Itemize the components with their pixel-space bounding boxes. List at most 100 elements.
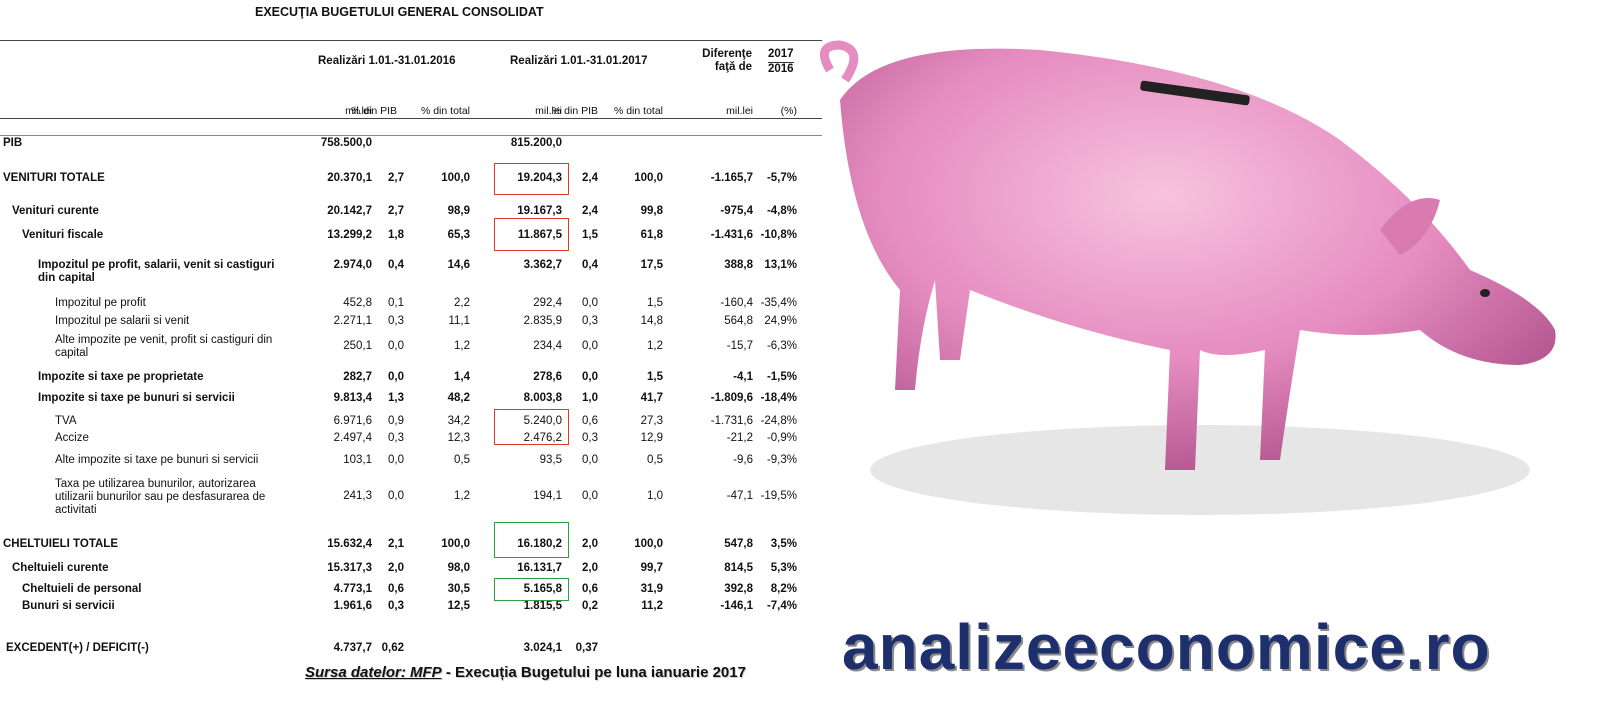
- cell: 1,3: [388, 392, 404, 404]
- cell: 1,0: [647, 490, 663, 502]
- cell: 1,2: [454, 340, 470, 352]
- cell: 12,5: [447, 600, 470, 612]
- row-label: EXCEDENT(+) / DEFICIT(-): [6, 642, 149, 654]
- cell: -21,2: [726, 432, 753, 444]
- cell: 278,6: [533, 371, 562, 383]
- cell: 0,3: [582, 432, 598, 444]
- cell: 98,9: [447, 205, 470, 217]
- source-text: - Execuția Bugetului pe luna ianuarie 20…: [441, 664, 746, 681]
- cell: 0,4: [388, 259, 404, 271]
- cell: 0,5: [454, 454, 470, 466]
- cell: 5.240,0: [523, 415, 562, 427]
- cell: 31,9: [640, 583, 663, 595]
- cell: 2,4: [582, 172, 598, 184]
- cell: 2,0: [582, 562, 598, 574]
- cell: 815.200,0: [510, 137, 562, 149]
- column-header: (%): [780, 105, 797, 117]
- cell: 452,8: [343, 297, 372, 309]
- cell: 99,8: [640, 205, 663, 217]
- cell: 0,3: [388, 432, 404, 444]
- cell: 19.204,3: [517, 172, 562, 184]
- cell: -35,4%: [760, 297, 797, 309]
- cell: -975,4: [720, 205, 753, 217]
- column-header: % din total: [420, 105, 470, 117]
- cell: -47,1: [726, 490, 753, 502]
- cell: 2.974,0: [333, 259, 372, 271]
- column-header: mil.lei: [535, 105, 562, 117]
- cell: 1.961,6: [333, 600, 372, 612]
- cell: 0,4: [582, 259, 598, 271]
- cell: 13.299,2: [327, 229, 372, 241]
- cell: 250,1: [343, 340, 372, 352]
- cell: 103,1: [343, 454, 372, 466]
- row-label: VENITURI TOTALE: [3, 172, 105, 184]
- cell: 2.271,1: [333, 315, 372, 327]
- cell: 14,8: [640, 315, 663, 327]
- cell: 9.813,4: [333, 392, 372, 404]
- cell: 2,0: [388, 562, 404, 574]
- cell: 564,8: [724, 315, 753, 327]
- cell: 0,37: [575, 642, 598, 654]
- cell: 20.370,1: [327, 172, 372, 184]
- cell: 2,7: [388, 205, 404, 217]
- cell: 758.500,0: [320, 137, 372, 149]
- cell: 100,0: [634, 172, 663, 184]
- cell: 6.971,6: [333, 415, 372, 427]
- cell: 292,4: [533, 297, 562, 309]
- row-label: Impozite si taxe pe bunuri si servicii: [38, 392, 235, 404]
- cell: 1,5: [647, 297, 663, 309]
- row-label: Alte impozite pe venit, profit si castig…: [55, 334, 273, 359]
- cell: -1.165,7: [710, 172, 753, 184]
- cell: -5,7%: [766, 172, 797, 184]
- cell: 20.142,7: [327, 205, 372, 217]
- row-label: Venituri curente: [12, 205, 99, 217]
- cell: 24,9%: [764, 315, 797, 327]
- cell: 0,0: [582, 297, 598, 309]
- cell: 1,4: [454, 371, 470, 383]
- row-label: Cheltuieli curente: [12, 562, 109, 574]
- cell: 2.476,2: [523, 432, 562, 444]
- table-title: EXECUŢIA BUGETULUI GENERAL CONSOLIDAT: [255, 5, 544, 19]
- cell: 5,3%: [770, 562, 797, 574]
- highlight-box: [494, 578, 569, 601]
- cell: 27,3: [640, 415, 663, 427]
- cell: 0,0: [388, 371, 404, 383]
- cell: 1.815,5: [523, 600, 562, 612]
- cell: 1,8: [388, 229, 404, 241]
- cell: -9,3%: [766, 454, 797, 466]
- row-label: Bunuri si servicii: [22, 600, 115, 612]
- cell: 11.867,5: [517, 229, 562, 241]
- cell: 12,9: [640, 432, 663, 444]
- cell: 14,6: [447, 259, 470, 271]
- cell: 2,0: [582, 538, 598, 550]
- cell: 0,3: [582, 315, 598, 327]
- cell: 17,5: [640, 259, 663, 271]
- rule: [0, 40, 822, 41]
- row-label: Impozitul pe profit, salarii, venit si c…: [38, 259, 275, 284]
- cell: 0,62: [381, 642, 404, 654]
- cell: 0,9: [388, 415, 404, 427]
- highlight-box: [494, 522, 569, 558]
- cell: 15.317,3: [327, 562, 372, 574]
- cell: 547,8: [724, 538, 753, 550]
- row-label: Impozitul pe profit: [55, 297, 146, 309]
- highlight-box: [494, 218, 569, 251]
- cell: 13,1%: [764, 259, 797, 271]
- group-header: 2017: [768, 48, 794, 60]
- row-label: CHELTUIELI TOTALE: [3, 538, 118, 550]
- cell: 0,0: [388, 454, 404, 466]
- cell: 392,8: [724, 583, 753, 595]
- cell: -0,9%: [766, 432, 797, 444]
- group-header: 2016: [768, 62, 794, 75]
- cell: -24,8%: [760, 415, 797, 427]
- rule: [0, 118, 822, 119]
- cell: 234,4: [533, 340, 562, 352]
- cell: 100,0: [634, 538, 663, 550]
- cell: 61,8: [640, 229, 663, 241]
- cell: -6,3%: [766, 340, 797, 352]
- cell: 1,5: [647, 371, 663, 383]
- cell: 2,1: [388, 538, 404, 550]
- cell: 0,2: [582, 600, 598, 612]
- cell: 12,3: [447, 432, 470, 444]
